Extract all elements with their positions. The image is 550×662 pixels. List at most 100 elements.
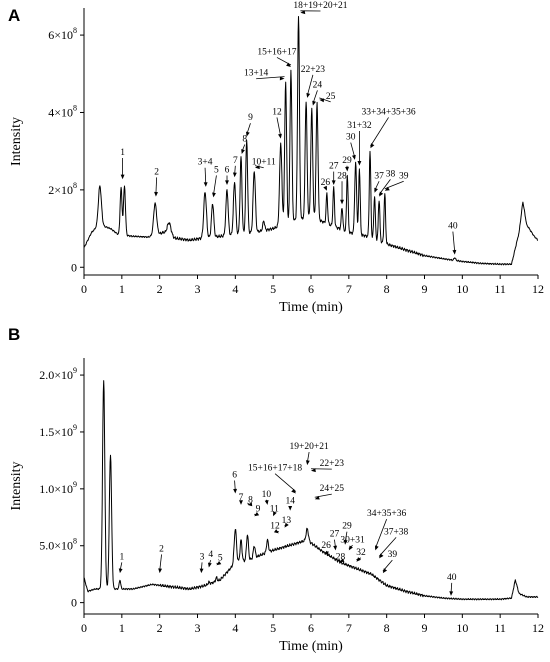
panel-b-peak-arrowhead [199,568,204,574]
panel-a-y-tick-label: 2×108 [48,181,77,197]
panel-b-x-tick-label: 10 [456,621,468,635]
panel-a-x-tick-label: 10 [456,282,468,296]
panel-b-peak-arrow [159,554,162,572]
panel-a-peak-arrowhead [384,186,390,191]
panel-b-peak-label: 39 [388,550,398,560]
panel-b-peak-arrowhead [118,568,123,574]
panel-a-peak-label: 40 [448,222,458,232]
panel-b-peak-arrowhead [233,488,238,494]
panel-b-peak-arrowhead [375,545,379,551]
panel-a-peak-arrow [212,175,217,196]
panel-b-y-tick-label: 5.0×108 [39,537,77,553]
panel-a-peak-arrowhead [245,131,250,137]
panel-b-peak-arrowhead [273,529,279,534]
panel-b-peak-arrow [314,493,332,498]
panel-a-x-tick-label: 12 [532,282,544,296]
panel-a-peak-arrowhead [351,154,356,160]
panel-a-peak-label: 31+32 [347,121,372,131]
panel-b-peak-arrow [378,537,397,557]
panel-b-peak-arrowhead [343,539,348,545]
panel-a-y-ticks: 0 2×108 4×108 6×108 [48,26,84,274]
panel-b-peak-label: 6 [232,470,237,480]
panel-a-peak-arrowhead [357,161,362,166]
panel-b-peak-label: 10 [262,490,272,500]
panel-a-peak-label: 12 [272,107,282,117]
panel-b-peak-arrowhead [284,522,289,528]
panel-b-y-tick-label: 2.0×109 [39,366,77,382]
panel-a-peak-label: 3+4 [198,158,213,168]
panel-a-y-axis-title: Intensity [9,117,24,166]
panel-b-y-tick-label: 0 [71,596,77,610]
panel-a-peak-arrowhead [120,174,125,180]
panel-a-peak-labels: 123+45 678910+111213+1415+16+1718+19+20+2… [120,1,458,255]
panel-b-x-ticks: 0 1 2 3 4 5 6 7 8 9 10 11 12 [81,614,544,635]
panel-a-peak-arrow [319,97,331,103]
panel-b-peak-label: 30+31 [340,535,365,545]
panel-b-x-tick-label: 5 [270,621,276,635]
panel-b-x-tick-label: 6 [308,621,314,635]
panel-a-x-tick-label: 11 [494,282,506,296]
panel-a-x-tick-label: 5 [270,282,276,296]
panel-a-x-tick-label: 1 [119,282,125,296]
panel-b-y-axis-title: Intensity [9,462,24,511]
panel-a-peak-arrow [378,179,391,195]
panel-b-x-tick-label: 2 [157,621,163,635]
panel-a-peak-arrowhead [323,185,327,191]
panel-a-peak-arrowhead [374,187,378,193]
panel-a-peak-label: 37 [374,171,384,181]
panel-a-peak-arrow [306,74,314,97]
panel-b-x-tick-label: 12 [532,621,544,635]
panel-b-peak-arrow [374,519,388,549]
panel-b-peak-arrow [274,473,297,492]
panel-b-y-ticks: 0 5.0×108 1.0×109 1.5×109 2.0×109 [39,366,84,610]
panel-a-peak-label: 18+19+20+21 [293,1,347,11]
panel-a-peak-arrow [204,167,207,185]
panel-a-peak-label: 26 [321,178,331,188]
panel-b-peak-arrowhead [311,468,316,473]
panel-a-peak-label: 9 [248,113,253,123]
panel-a-peak-arrowhead [212,192,216,198]
panel-a-peak-arrow [155,177,158,195]
panel-b-peak-arrowhead [273,511,277,517]
panel-b-x-tick-label: 8 [384,621,390,635]
panel-a-peak-label: 10+11 [252,158,276,168]
panel-a-peak-arrowhead [203,182,208,187]
panel-a-peak-label: 13+14 [244,69,269,79]
panel-b-peak-arrowhead [264,500,269,505]
panel-a-peak-arrowhead [286,62,291,67]
panel-a-peak-label: 38 [386,169,396,179]
panel-a-peak-arrowhead [232,172,237,178]
panel-a-peak-label: 6 [225,165,230,175]
panel-b-peak-label: 29 [342,522,352,532]
panel-a-peak-arrowhead [278,133,282,139]
panel-b-peak-label: 24+25 [320,484,345,494]
panel-b-peak-labels: 123 4 567 89101112131415+16+17+1819+20+2122… [118,442,457,596]
panel-b-x-axis-title: Time (min) [279,639,343,654]
panel-a-peak-arrowhead [331,180,336,185]
panel-b-peak-label: 40 [447,573,457,583]
panel-a-peak-arrowhead [255,165,260,170]
panel-a-peak-arrowhead [312,100,317,106]
panel-b-peak-label: 26 [321,541,331,551]
panel-a-x-tick-label: 9 [422,282,428,296]
panel-b-peak-arrowhead [207,562,212,568]
panel-a-peak-arrow [370,117,389,147]
panel-a-y-tick-label: 6×108 [48,26,77,42]
panel-a-x-tick-label: 6 [308,282,314,296]
panel-a-chromatogram [83,16,539,266]
panel-b-peak-arrowhead [239,500,243,505]
panel-a-peak-label: 33+34+35+36 [362,107,416,117]
panel-a-peak-arrowhead [340,199,344,205]
panel-b-letter: B [8,325,20,344]
panel-a-letter: A [8,6,20,25]
panel-b-peak-arrowhead [379,553,384,559]
panel-b-peak-arrowhead [324,551,329,557]
panel-b-y-tick-label: 1.0×109 [39,480,77,496]
panel-b-x-tick-label: 0 [81,621,87,635]
panel-a-x-tick-label: 7 [346,282,352,296]
panel-a-peak-arrowhead [345,166,350,172]
panel-b-peak-arrowhead [356,557,361,562]
